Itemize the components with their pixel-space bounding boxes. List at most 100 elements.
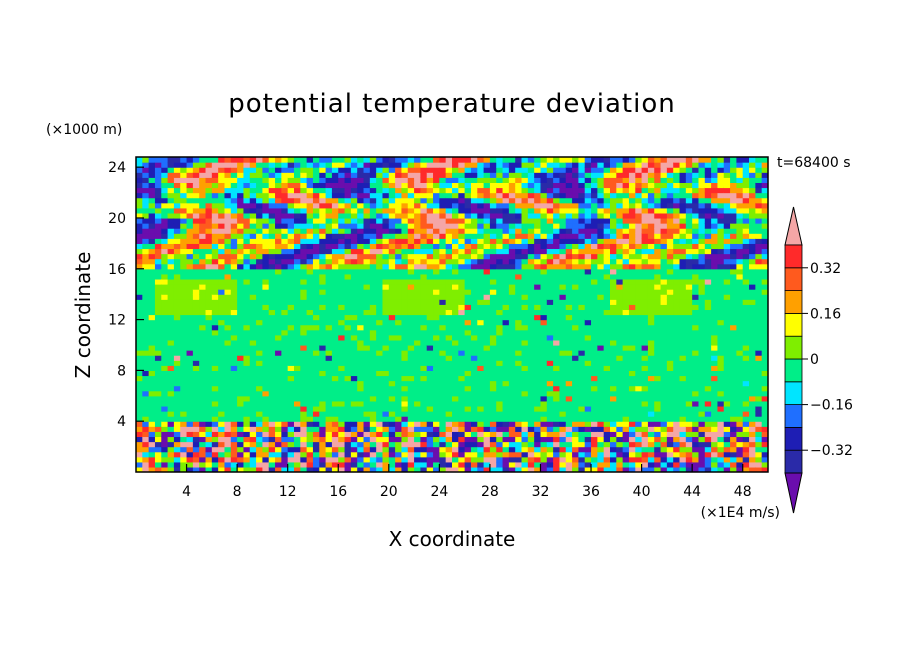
field-cell	[591, 390, 598, 397]
field-cell	[319, 197, 327, 204]
field-cell	[420, 446, 428, 453]
field-cell	[199, 182, 207, 189]
field-cell	[420, 314, 428, 321]
field-cell	[591, 421, 598, 427]
field-cell	[369, 421, 377, 427]
field-cell	[578, 273, 586, 280]
field-cell	[572, 233, 579, 239]
field-cell	[218, 253, 226, 260]
field-cell	[546, 339, 554, 346]
field-cell	[249, 390, 257, 397]
field-cell	[148, 299, 156, 305]
field-cell	[527, 319, 535, 326]
field-cell	[281, 334, 289, 341]
field-cell	[414, 212, 421, 219]
field-cell	[180, 421, 188, 427]
field-cell	[167, 243, 175, 250]
field-cell	[395, 238, 403, 244]
field-cell	[641, 339, 649, 346]
field-cell	[515, 360, 523, 366]
field-cell	[287, 360, 295, 366]
field-cell	[414, 395, 421, 402]
field-cell	[508, 207, 516, 214]
field-cell	[218, 360, 226, 366]
field-cell	[458, 167, 466, 173]
field-cell	[584, 167, 592, 173]
field-cell	[496, 416, 504, 422]
field-cell	[136, 421, 143, 427]
field-cell	[610, 441, 617, 448]
field-cell	[546, 217, 554, 224]
field-cell	[635, 197, 643, 204]
field-cell	[502, 248, 510, 255]
field-cell	[584, 451, 592, 458]
field-cell	[610, 461, 617, 468]
field-cell	[350, 456, 358, 463]
field-cell	[268, 451, 276, 458]
field-cell	[464, 258, 472, 265]
field-cell	[565, 446, 573, 453]
field-cell	[591, 294, 598, 300]
field-cell	[635, 289, 643, 295]
field-cell	[357, 238, 365, 244]
field-cell	[142, 446, 150, 453]
field-cell	[628, 395, 636, 402]
field-cell	[515, 314, 523, 321]
field-cell	[515, 431, 523, 438]
field-cell	[142, 395, 150, 402]
field-cell	[439, 436, 447, 443]
field-cell	[256, 243, 263, 250]
field-cell	[420, 258, 428, 265]
field-cell	[211, 273, 219, 280]
field-cell	[161, 375, 169, 382]
field-cell	[439, 223, 447, 229]
field-cell	[243, 284, 251, 290]
field-cell	[597, 217, 605, 224]
field-cell	[641, 314, 649, 321]
field-cell	[584, 400, 592, 407]
field-cell	[420, 461, 428, 468]
field-cell	[622, 284, 630, 290]
field-cell	[180, 436, 188, 443]
field-cell	[173, 355, 181, 361]
field-cell	[262, 268, 270, 275]
field-cell	[395, 461, 403, 468]
field-cell	[445, 426, 453, 432]
field-cell	[508, 304, 516, 311]
field-cell	[546, 212, 554, 219]
field-cell	[470, 289, 478, 295]
field-cell	[205, 360, 213, 366]
field-cell	[294, 360, 301, 366]
field-cell	[445, 187, 453, 194]
field-cell	[452, 217, 459, 224]
field-cell	[180, 253, 188, 260]
field-cell	[224, 197, 232, 204]
field-cell	[546, 344, 554, 351]
field-cell	[483, 400, 491, 407]
field-cell	[142, 278, 150, 285]
field-cell	[369, 309, 377, 316]
field-cell	[154, 238, 162, 244]
field-cell	[369, 228, 377, 234]
field-cell	[464, 431, 472, 438]
field-cell	[610, 258, 617, 265]
field-cell	[369, 365, 377, 371]
field-cell	[237, 294, 245, 300]
field-cell	[426, 212, 434, 219]
field-cell	[470, 233, 478, 239]
field-cell	[357, 263, 365, 270]
field-cell	[237, 309, 245, 316]
field-cell	[218, 263, 226, 270]
field-cell	[382, 456, 390, 463]
field-cell	[445, 421, 453, 427]
field-cell	[635, 365, 643, 371]
field-cell	[268, 370, 276, 377]
field-cell	[281, 324, 289, 331]
field-cell	[338, 187, 346, 194]
field-cell	[180, 329, 188, 336]
field-cell	[565, 192, 573, 199]
field-cell	[445, 294, 453, 300]
field-cell	[502, 400, 510, 407]
chart-title: potential temperature deviation	[228, 89, 675, 119]
field-cell	[173, 339, 181, 346]
